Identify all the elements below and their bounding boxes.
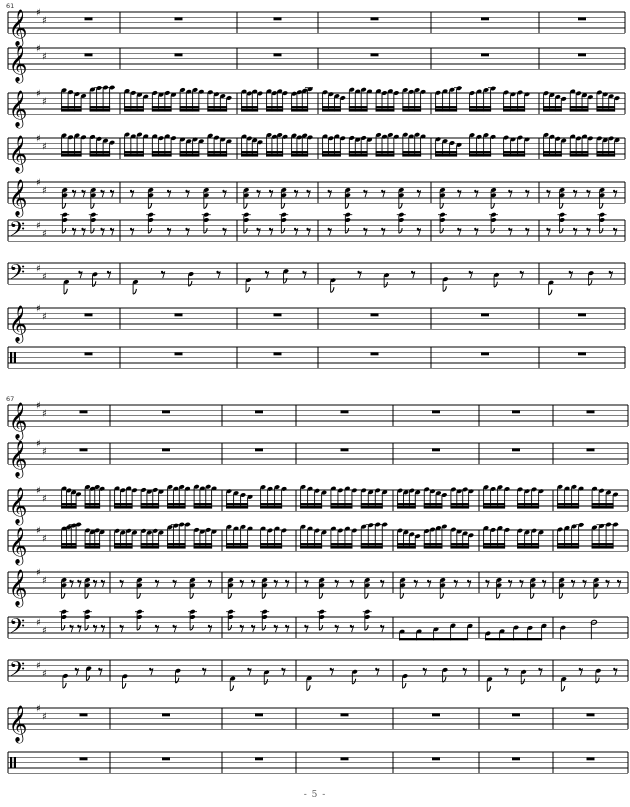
svg-text:♯: ♯ — [36, 88, 41, 99]
svg-text:♯: ♯ — [42, 446, 47, 457]
svg-text:61: 61 — [6, 2, 14, 10]
staff-row-6: 𝄢 ♯♯ — [7, 212, 626, 246]
svg-text:𝄞: 𝄞 — [9, 401, 28, 440]
system-67: 67𝄞 ♯♯𝄞 ♯♯𝄞 ♯♯𝄞 ♯♯𝄞 ♯♯𝄢 ♯♯𝄢 ♯♯𝄞 ♯♯ — [6, 395, 629, 774]
svg-text:♯: ♯ — [42, 669, 47, 680]
svg-text:𝄞: 𝄞 — [9, 486, 28, 525]
svg-text:♯: ♯ — [42, 711, 47, 722]
staff-row-2: 𝄞 ♯♯ — [7, 438, 629, 478]
svg-text:𝄞: 𝄞 — [9, 304, 28, 343]
svg-text:♯: ♯ — [42, 272, 47, 283]
svg-text:♯: ♯ — [36, 303, 41, 314]
staff-row-1: 𝄞 ♯♯ — [7, 400, 629, 440]
svg-text:♯: ♯ — [36, 264, 41, 275]
svg-text:♯: ♯ — [42, 626, 47, 637]
svg-text:𝄞: 𝄞 — [9, 44, 28, 83]
staff-row-6: 𝄢 ♯♯ — [7, 609, 629, 643]
svg-text:𝄞: 𝄞 — [9, 134, 28, 173]
svg-text:♯: ♯ — [36, 618, 41, 629]
svg-text:♯: ♯ — [42, 575, 47, 586]
svg-text:♯: ♯ — [36, 43, 41, 54]
staff-row-3: 𝄞 ♯♯ — [7, 484, 629, 525]
svg-text:♯: ♯ — [36, 221, 41, 232]
staff-row-3: 𝄞 ♯♯ — [7, 85, 626, 128]
svg-text:♯: ♯ — [36, 661, 41, 672]
svg-text:♯: ♯ — [42, 493, 47, 504]
svg-text:♯: ♯ — [42, 15, 47, 26]
svg-text:♯: ♯ — [42, 229, 47, 240]
svg-text:♯: ♯ — [36, 525, 41, 536]
svg-text:𝄢: 𝄢 — [9, 614, 25, 643]
svg-text:♯: ♯ — [42, 185, 47, 196]
staff-row-4: 𝄞 ♯♯ — [7, 132, 626, 173]
svg-text:♯: ♯ — [42, 51, 47, 62]
svg-text:♯: ♯ — [42, 96, 47, 107]
svg-text:𝄞: 𝄞 — [9, 178, 28, 217]
svg-text:♯: ♯ — [42, 311, 47, 322]
system-61: 61𝄞 ♯♯𝄞 ♯♯𝄞 ♯♯𝄞 ♯♯𝄞 ♯♯𝄢 ♯♯𝄢 ♯♯𝄞 ♯♯ — [6, 2, 626, 369]
svg-text:♯: ♯ — [42, 141, 47, 152]
svg-text:♯: ♯ — [36, 485, 41, 496]
staff-row-2: 𝄞 ♯♯ — [7, 43, 626, 83]
svg-text:♯: ♯ — [36, 438, 41, 449]
svg-text:♯: ♯ — [42, 408, 47, 419]
svg-text:𝄢: 𝄢 — [9, 657, 25, 686]
svg-text:♯: ♯ — [42, 533, 47, 544]
staff-row-5: 𝄞 ♯♯ — [7, 567, 629, 607]
svg-text:♯: ♯ — [36, 177, 41, 188]
svg-text:67: 67 — [6, 395, 14, 403]
staff-row-1: 𝄞 ♯♯ — [7, 7, 626, 47]
svg-text:♯: ♯ — [36, 133, 41, 144]
staff-row-9 — [7, 346, 626, 369]
svg-text:𝄢: 𝄢 — [9, 260, 25, 289]
svg-text:𝄞: 𝄞 — [9, 89, 28, 128]
staff-row-8: 𝄞 ♯♯ — [7, 303, 626, 343]
page-number: - 5 - — [303, 790, 327, 800]
svg-text:𝄞: 𝄞 — [9, 526, 28, 565]
staff-row-7: 𝄢 ♯♯ — [7, 657, 629, 692]
svg-text:♯: ♯ — [36, 703, 41, 714]
svg-text:♯: ♯ — [36, 400, 41, 411]
svg-text:𝄢: 𝄢 — [9, 217, 25, 246]
svg-text:𝄞: 𝄞 — [9, 568, 28, 607]
staff-row-5: 𝄞 ♯♯ — [7, 177, 626, 217]
svg-text:𝄞: 𝄞 — [9, 8, 28, 47]
staff-row-7: 𝄢 ♯♯ — [7, 260, 626, 296]
staff-row-4: 𝄞 ♯♯ — [7, 522, 629, 565]
svg-text:♯: ♯ — [36, 567, 41, 578]
svg-text:𝄞: 𝄞 — [9, 439, 28, 478]
svg-text:𝄞: 𝄞 — [9, 704, 28, 743]
staff-row-8: 𝄞 ♯♯ — [7, 703, 629, 743]
svg-text:♯: ♯ — [36, 7, 41, 18]
staff-row-9 — [7, 751, 629, 774]
